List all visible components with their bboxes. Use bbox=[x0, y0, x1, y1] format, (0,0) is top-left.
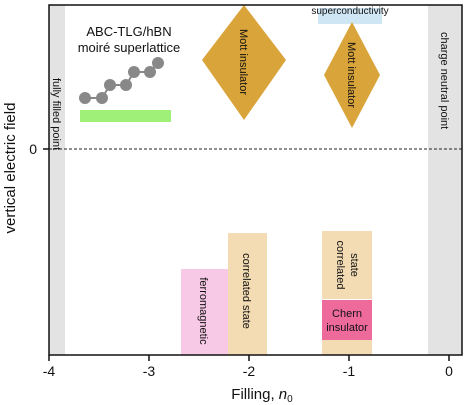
mott-insulator-right bbox=[324, 22, 380, 128]
fully-filled-band bbox=[49, 5, 65, 355]
moire-lattice-icon bbox=[79, 57, 164, 104]
mott-insulator-left-label: Mott insulator bbox=[237, 29, 249, 95]
chern-insulator-region bbox=[322, 300, 372, 340]
x-tick-label: -2 bbox=[243, 363, 256, 379]
mott-insulator-right-label: Mott insulator bbox=[345, 42, 357, 108]
correlated-state-right-lower bbox=[322, 340, 372, 355]
correlated-state-right bbox=[322, 231, 372, 299]
mott-insulator-left bbox=[202, 5, 286, 120]
inset-title-line1: ABC-TLG/hBN bbox=[86, 24, 171, 39]
ferromagnetic-region bbox=[181, 269, 228, 355]
charge-neutral-band bbox=[428, 5, 462, 355]
correlated-state-right-label-line2: state bbox=[348, 253, 360, 277]
correlated-state-right-label-line1: correlated bbox=[334, 241, 346, 290]
charge-neutral-label: charge neutral point bbox=[438, 32, 450, 129]
y-axis-label: vertical electric field bbox=[2, 103, 19, 234]
x-tick-label: 0 bbox=[445, 363, 453, 379]
chern-insulator-label-line1: Chern bbox=[332, 308, 362, 320]
superconductivity-region bbox=[318, 8, 382, 24]
inset-title-line2: moiré superlattice bbox=[78, 40, 181, 55]
y-tick-label: 0 bbox=[29, 141, 37, 157]
chern-insulator-label-line2: insulator bbox=[326, 322, 368, 334]
x-tick-label: -1 bbox=[343, 363, 356, 379]
x-axis-label: Filling, n0 bbox=[231, 386, 293, 405]
x-tick-label: -4 bbox=[43, 363, 56, 379]
correlated-state-left bbox=[228, 233, 267, 355]
fully-filled-label: fully filled point bbox=[50, 78, 62, 150]
x-tick-label: -3 bbox=[143, 363, 156, 379]
superconductivity-label: superconductivity bbox=[311, 6, 388, 17]
correlated-state-left-label: correlated state bbox=[240, 253, 252, 329]
inset-bar bbox=[80, 110, 171, 122]
ferromagnetic-label: ferromagnetic bbox=[197, 277, 209, 345]
plot-frame bbox=[48, 4, 463, 356]
x-ticks bbox=[48, 355, 450, 361]
